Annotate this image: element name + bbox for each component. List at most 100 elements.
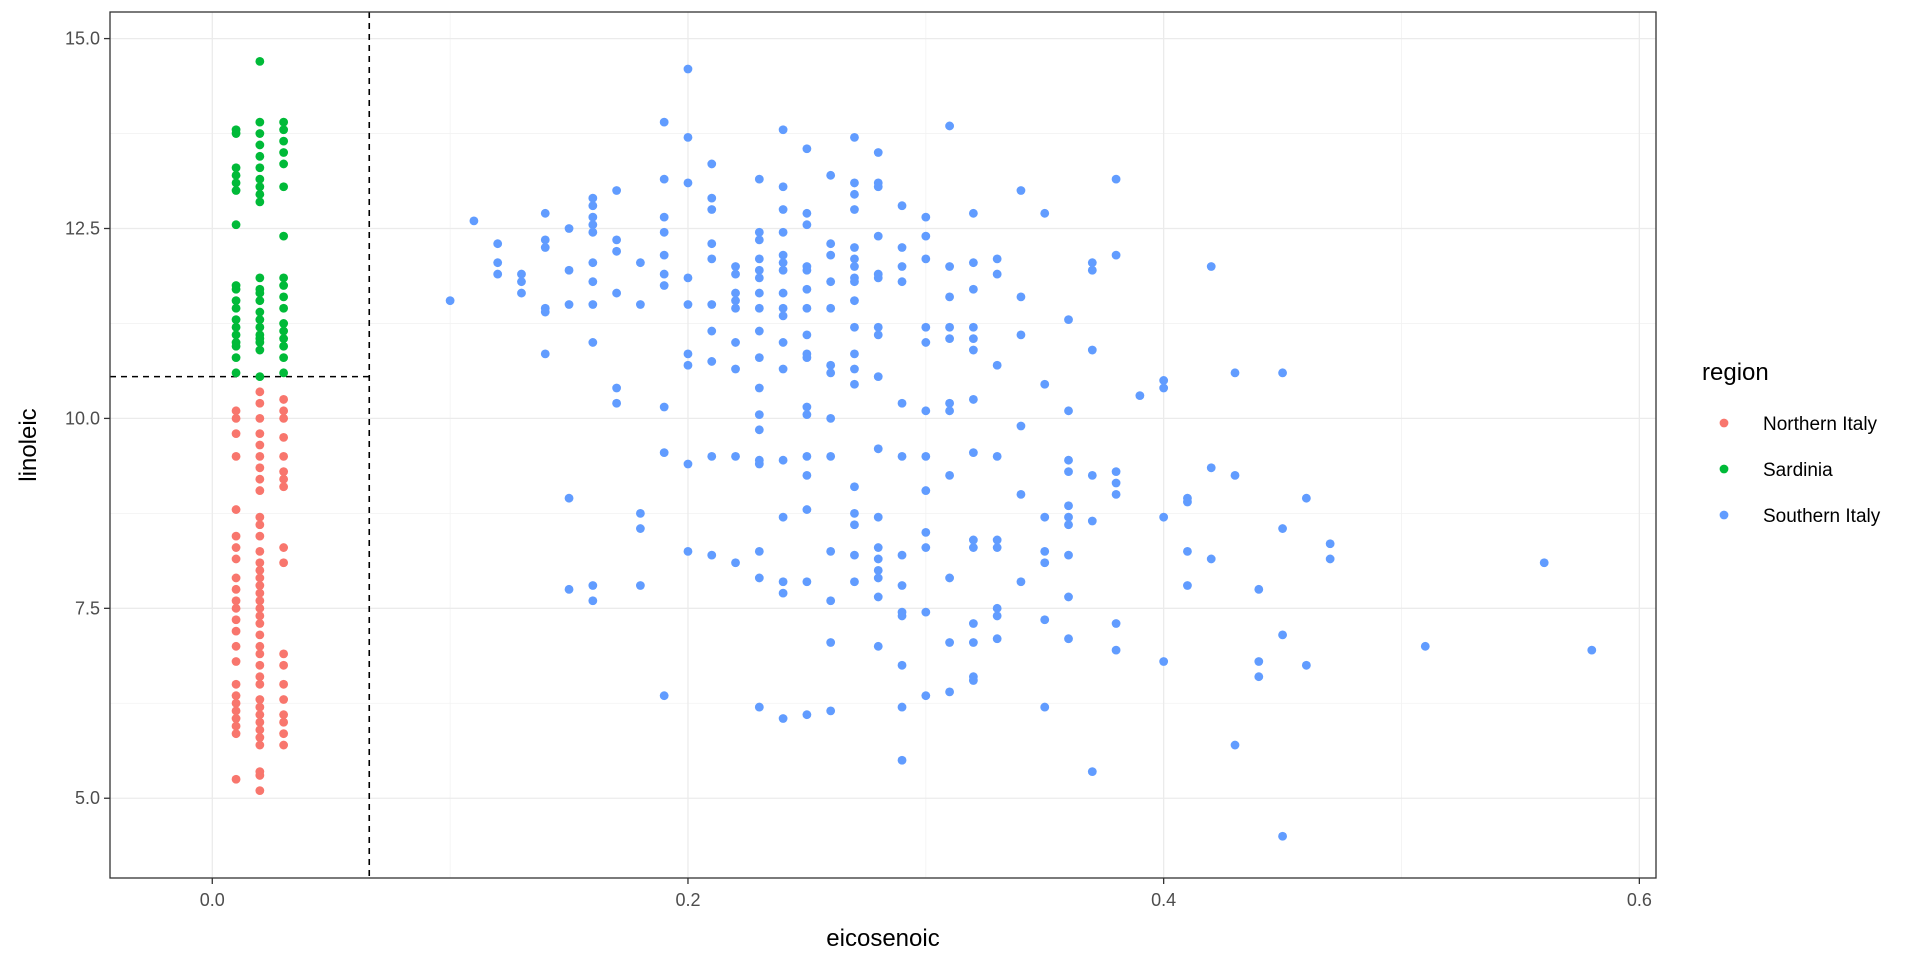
data-point-sardinia bbox=[231, 163, 241, 173]
data-point-northern-italy bbox=[255, 486, 265, 495]
data-point-southern-italy bbox=[968, 322, 978, 332]
data-point-northern-italy bbox=[255, 596, 265, 606]
data-point-southern-italy bbox=[945, 334, 954, 344]
data-point-southern-italy bbox=[968, 334, 978, 344]
data-point-northern-italy bbox=[255, 463, 265, 473]
legend: region Northern Italy Sardinia Southern It… bbox=[1702, 359, 1881, 527]
data-point-southern-italy bbox=[754, 303, 764, 313]
data-point-southern-italy bbox=[754, 546, 764, 556]
legend-key-northern-italy bbox=[1719, 418, 1729, 428]
data-point-southern-italy bbox=[992, 535, 1002, 545]
data-point-southern-italy bbox=[897, 581, 907, 590]
data-point-southern-italy bbox=[1016, 421, 1026, 431]
data-point-southern-italy bbox=[493, 269, 503, 279]
data-point-southern-italy bbox=[873, 231, 883, 241]
data-point-southern-italy bbox=[1040, 615, 1050, 625]
data-point-southern-italy bbox=[826, 277, 836, 287]
data-point-northern-italy bbox=[279, 740, 289, 750]
data-point-southern-italy bbox=[826, 546, 836, 556]
data-point-northern-italy bbox=[231, 554, 241, 564]
data-point-southern-italy bbox=[1183, 546, 1192, 556]
data-point-sardinia bbox=[279, 341, 289, 351]
data-point-southern-italy bbox=[873, 444, 883, 454]
reference-lines bbox=[110, 12, 371, 878]
data-point-northern-italy bbox=[279, 467, 289, 476]
data-point-southern-italy bbox=[968, 448, 978, 457]
data-point-sardinia bbox=[279, 125, 289, 135]
x-tick-label: 0.2 bbox=[675, 890, 700, 910]
data-point-northern-italy bbox=[231, 721, 241, 731]
data-point-southern-italy bbox=[802, 284, 812, 294]
data-point-southern-italy bbox=[659, 212, 669, 222]
data-point-southern-italy bbox=[731, 364, 740, 374]
data-point-sardinia bbox=[279, 334, 289, 344]
data-point-northern-italy bbox=[255, 546, 265, 556]
data-point-sardinia bbox=[231, 296, 241, 306]
data-point-southern-italy bbox=[826, 414, 836, 423]
data-point-northern-italy bbox=[231, 714, 241, 723]
data-point-southern-italy bbox=[754, 410, 764, 420]
data-point-sardinia bbox=[231, 281, 241, 290]
data-point-southern-italy bbox=[778, 714, 788, 723]
data-point-southern-italy bbox=[1040, 512, 1050, 522]
data-point-sardinia bbox=[279, 182, 289, 192]
data-point-southern-italy bbox=[754, 573, 764, 583]
data-point-southern-italy bbox=[564, 224, 574, 233]
data-point-southern-italy bbox=[1278, 368, 1287, 378]
data-point-sardinia bbox=[231, 338, 241, 347]
data-point-southern-italy bbox=[873, 273, 883, 283]
data-point-southern-italy bbox=[778, 311, 788, 321]
data-point-sardinia bbox=[255, 273, 265, 283]
data-point-sardinia bbox=[279, 326, 289, 336]
data-point-southern-italy bbox=[968, 638, 978, 647]
data-point-sardinia bbox=[255, 315, 265, 325]
data-point-southern-italy bbox=[1087, 265, 1097, 275]
data-point-southern-italy bbox=[1278, 524, 1287, 533]
data-point-northern-italy bbox=[231, 641, 241, 651]
data-point-southern-italy bbox=[707, 300, 717, 309]
data-point-southern-italy bbox=[540, 307, 550, 317]
data-point-southern-italy bbox=[707, 357, 717, 366]
data-point-southern-italy bbox=[778, 258, 788, 268]
data-point-southern-italy bbox=[897, 702, 907, 712]
data-point-southern-italy bbox=[850, 262, 859, 271]
data-point-southern-italy bbox=[873, 330, 883, 340]
data-point-southern-italy bbox=[802, 303, 812, 313]
data-point-southern-italy bbox=[707, 451, 717, 461]
data-point-sardinia bbox=[231, 303, 241, 313]
data-point-southern-italy bbox=[1016, 577, 1026, 587]
data-point-northern-italy bbox=[231, 414, 241, 423]
data-point-southern-italy bbox=[683, 349, 693, 359]
data-point-southern-italy bbox=[1539, 558, 1549, 568]
data-point-southern-italy bbox=[873, 565, 883, 575]
data-point-southern-italy bbox=[683, 273, 693, 283]
data-point-southern-italy bbox=[612, 186, 622, 195]
data-point-northern-italy bbox=[231, 603, 241, 613]
data-point-southern-italy bbox=[1087, 258, 1097, 268]
x-tick-label: 0.0 bbox=[200, 890, 225, 910]
data-point-northern-italy bbox=[231, 774, 241, 784]
data-point-southern-italy bbox=[659, 117, 669, 127]
data-point-southern-italy bbox=[850, 577, 859, 587]
data-point-southern-italy bbox=[992, 634, 1002, 644]
data-point-southern-italy bbox=[1064, 592, 1073, 602]
data-point-southern-italy bbox=[754, 383, 764, 393]
data-point-northern-italy bbox=[255, 630, 265, 640]
data-point-northern-italy bbox=[231, 451, 241, 461]
data-point-southern-italy bbox=[1587, 645, 1597, 655]
data-point-southern-italy bbox=[850, 550, 859, 560]
data-point-northern-italy bbox=[255, 660, 265, 670]
data-point-southern-italy bbox=[754, 459, 764, 469]
data-point-southern-italy bbox=[540, 208, 550, 218]
data-point-southern-italy bbox=[968, 345, 978, 355]
data-point-southern-italy bbox=[612, 246, 622, 256]
data-point-southern-italy bbox=[564, 300, 574, 309]
data-point-sardinia bbox=[255, 182, 265, 192]
data-point-southern-italy bbox=[778, 265, 788, 275]
data-point-southern-italy bbox=[1016, 330, 1026, 340]
data-point-southern-italy bbox=[1183, 497, 1192, 507]
data-point-southern-italy bbox=[588, 220, 598, 230]
data-point-southern-italy bbox=[873, 372, 883, 382]
data-point-sardinia bbox=[279, 273, 289, 283]
x-tick-label: 0.4 bbox=[1151, 890, 1176, 910]
